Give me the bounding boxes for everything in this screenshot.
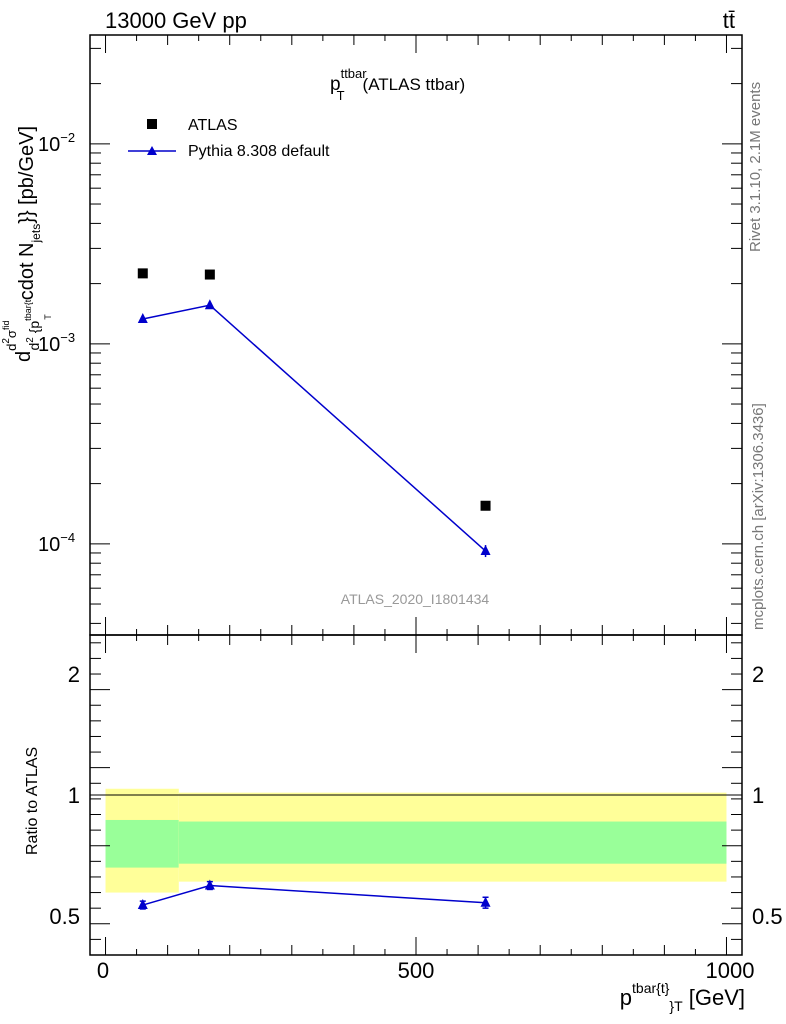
mcplots-label: mcplots.cern.ch [arXiv:1306.3436] [750,403,767,630]
mc-point [137,313,148,324]
legend-mc-marker [147,146,157,155]
mc-point [204,299,215,310]
ratio-band-inner [105,819,179,868]
plot-title-main: p [330,74,341,95]
ratio-series [137,879,491,910]
watermark: ATLAS_2020_I1801434 [341,591,490,607]
legend-data-label: ATLAS [188,117,238,134]
plot-title-tail: (ATLAS ttbar) [363,75,466,94]
ratio-mc-line [142,884,486,906]
rivet-version-label: Rivet 3.1.10, 2.1M events [747,82,764,252]
ratio-mc-point [204,879,215,890]
main-y-axis-label: dd2σfidd2 {ptbar{t Tcdot Njets}} [pb/GeV] [1,126,53,362]
mc-point [480,545,491,556]
ratio-y-tick-label-right-05: 0.5 [752,904,783,929]
data-point [480,500,491,511]
main-series [137,268,491,558]
ratio-mc-point [137,899,148,910]
header-collision-label: 13000 GeV pp [105,8,247,33]
ratio-y-tick-label-left-05: 0.5 [49,904,80,929]
ratio-bands [105,788,727,893]
x-tick-label-1000: 1000 [706,958,755,983]
ratio-y-tick-label-right-2: 2 [752,662,764,687]
ratio-y-axis-label: Ratio to ATLAS [24,747,41,855]
ratio-y-tick-label-right-1: 1 [752,783,764,808]
x-tick-label-500: 500 [398,958,435,983]
plot-title: pttbar T (ATLAS ttbar) [330,66,465,103]
main-y-tick-label: 10−3 [38,330,75,356]
main-y-tick-label: 10−4 [38,530,75,556]
mc-line [142,304,487,552]
x-ticks [105,35,727,955]
plot-title-sub: T [337,88,345,103]
ratio-y-tick-label-left-1: 1 [68,783,80,808]
ratio-band-inner [178,821,727,864]
legend: ATLAS Pythia 8.308 default [128,117,330,160]
ratio-mc-point [480,896,491,907]
main-y-tick-label: 10−2 [38,130,75,156]
header-process-label: tt̄ [723,8,735,33]
legend-data-marker [147,119,157,129]
main-panel: 10−2 10−3 10−4 ATLAS_2020_I1801434 [38,34,743,636]
data-point [204,269,215,280]
legend-mc-label: Pythia 8.308 default [188,143,330,160]
main-y-tick-labels: 10−2 10−3 10−4 [38,130,75,556]
ratio-y-ticks [90,642,742,940]
data-point [137,268,148,279]
x-tick-label-0: 0 [97,958,109,983]
ratio-y-tick-label-left-2: 2 [68,662,80,687]
plot-title-sup: ttbar [341,66,368,81]
main-y-ticks [90,47,742,624]
ratio-panel [89,634,743,956]
x-axis-label: ptbar{t}}T [GeV] [620,980,745,1014]
